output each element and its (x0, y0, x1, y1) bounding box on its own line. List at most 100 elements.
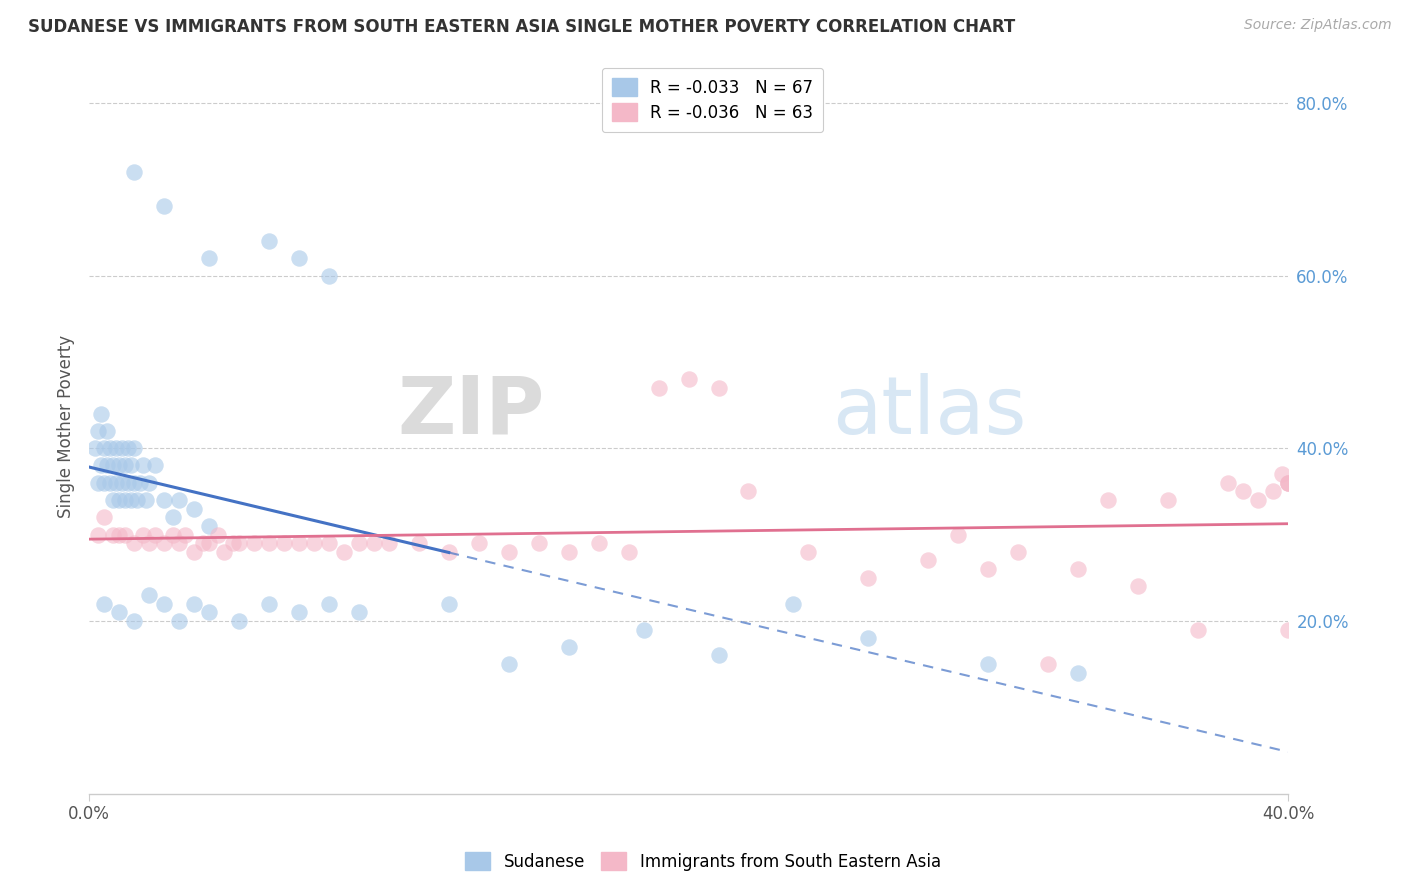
Point (333, 545, 356, 559)
Point (132, 527, 155, 541)
Point (138, 588, 160, 602)
Legend: R = -0.033   N = 67, R = -0.036   N = 63: R = -0.033 N = 67, R = -0.036 N = 63 (602, 68, 823, 132)
Point (87, 527, 110, 541)
Point (1187, 623, 1209, 637)
Point (93, 597, 115, 611)
Point (437, 597, 460, 611)
Point (1067, 665, 1090, 680)
Point (782, 597, 804, 611)
Point (153, 493, 176, 508)
Point (108, 605, 131, 619)
Point (122, 441, 145, 455)
Point (125, 493, 148, 508)
Point (243, 536, 266, 550)
Point (273, 536, 295, 550)
Point (114, 527, 136, 541)
Point (288, 251, 311, 265)
Point (143, 458, 166, 473)
Point (93, 510, 115, 524)
Point (557, 640, 579, 654)
Point (617, 545, 640, 559)
Point (117, 475, 139, 490)
Point (1067, 562, 1090, 576)
Point (84, 441, 107, 455)
Point (138, 475, 160, 490)
Point (111, 475, 134, 490)
Point (96, 424, 118, 438)
Point (183, 545, 205, 559)
Point (101, 493, 124, 508)
Point (257, 597, 280, 611)
Point (167, 614, 190, 628)
Point (122, 614, 145, 628)
Point (191, 536, 214, 550)
Point (467, 536, 489, 550)
Point (87, 475, 110, 490)
Point (1277, 475, 1299, 490)
Text: SUDANESE VS IMMIGRANTS FROM SOUTH EASTERN ASIA SINGLE MOTHER POVERTY CORRELATION: SUDANESE VS IMMIGRANTS FROM SOUTH EASTER… (28, 18, 1015, 36)
Point (1097, 493, 1119, 508)
Point (87, 424, 110, 438)
Point (101, 527, 124, 541)
Point (647, 381, 669, 395)
Point (98, 475, 121, 490)
Point (228, 536, 250, 550)
Point (318, 268, 340, 283)
Point (108, 493, 131, 508)
Point (948, 527, 970, 541)
Point (105, 475, 128, 490)
Point (117, 441, 139, 455)
Point (153, 597, 176, 611)
Point (108, 458, 131, 473)
Point (167, 493, 190, 508)
Point (408, 536, 430, 550)
Point (347, 605, 370, 619)
Point (198, 251, 221, 265)
Point (162, 510, 184, 524)
Point (114, 458, 136, 473)
Point (153, 536, 176, 550)
Point (222, 536, 245, 550)
Point (129, 475, 152, 490)
Point (114, 493, 136, 508)
Point (153, 199, 176, 213)
Point (183, 501, 205, 516)
Point (318, 536, 340, 550)
Point (135, 493, 157, 508)
Point (122, 536, 145, 550)
Point (98, 441, 121, 455)
Point (347, 536, 370, 550)
Point (120, 493, 142, 508)
Point (917, 553, 939, 567)
Point (437, 545, 460, 559)
Point (90, 407, 112, 421)
Point (183, 597, 205, 611)
Text: ZIP: ZIP (398, 373, 544, 451)
Point (1007, 545, 1029, 559)
Point (302, 536, 325, 550)
Point (633, 623, 655, 637)
Point (977, 562, 1000, 576)
Point (198, 536, 221, 550)
Point (498, 545, 520, 559)
Point (122, 165, 145, 179)
Point (858, 571, 880, 585)
Point (1126, 579, 1149, 593)
Point (111, 441, 134, 455)
Point (105, 441, 128, 455)
Point (96, 458, 118, 473)
Point (1247, 493, 1270, 508)
Point (93, 475, 115, 490)
Point (1216, 475, 1239, 490)
Point (212, 545, 235, 559)
Point (1277, 475, 1299, 490)
Y-axis label: Single Mother Poverty: Single Mother Poverty (58, 335, 75, 518)
Point (1157, 493, 1180, 508)
Point (93, 441, 115, 455)
Point (858, 631, 880, 645)
Point (122, 475, 145, 490)
Point (1277, 623, 1299, 637)
Point (557, 545, 579, 559)
Point (257, 234, 280, 248)
Point (108, 527, 131, 541)
